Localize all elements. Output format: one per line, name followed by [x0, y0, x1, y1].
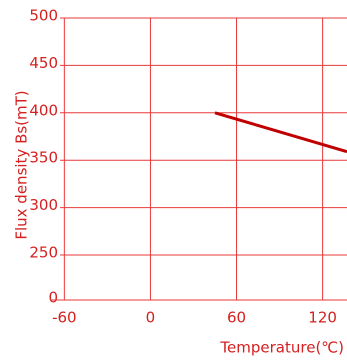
- x-tick-label: -60: [52, 309, 77, 327]
- x-tick-label: 60: [227, 309, 246, 327]
- y-tick-label: 300: [29, 196, 58, 214]
- y-tick-label: 250: [29, 244, 58, 262]
- y-tick-label: 450: [29, 54, 58, 72]
- y-tick-label: 400: [29, 101, 58, 119]
- x-tick-label: 120: [308, 309, 337, 327]
- x-tick-label: 0: [146, 309, 156, 327]
- y-axis-label: Flux density Bs(mT): [13, 90, 31, 239]
- y-tick-label: 0: [48, 289, 58, 307]
- y-tick-label: 350: [29, 149, 58, 167]
- x-axis-label: Temperature(℃): [219, 339, 344, 357]
- data-line: [214, 111, 347, 154]
- y-tick-label: 500: [29, 7, 58, 25]
